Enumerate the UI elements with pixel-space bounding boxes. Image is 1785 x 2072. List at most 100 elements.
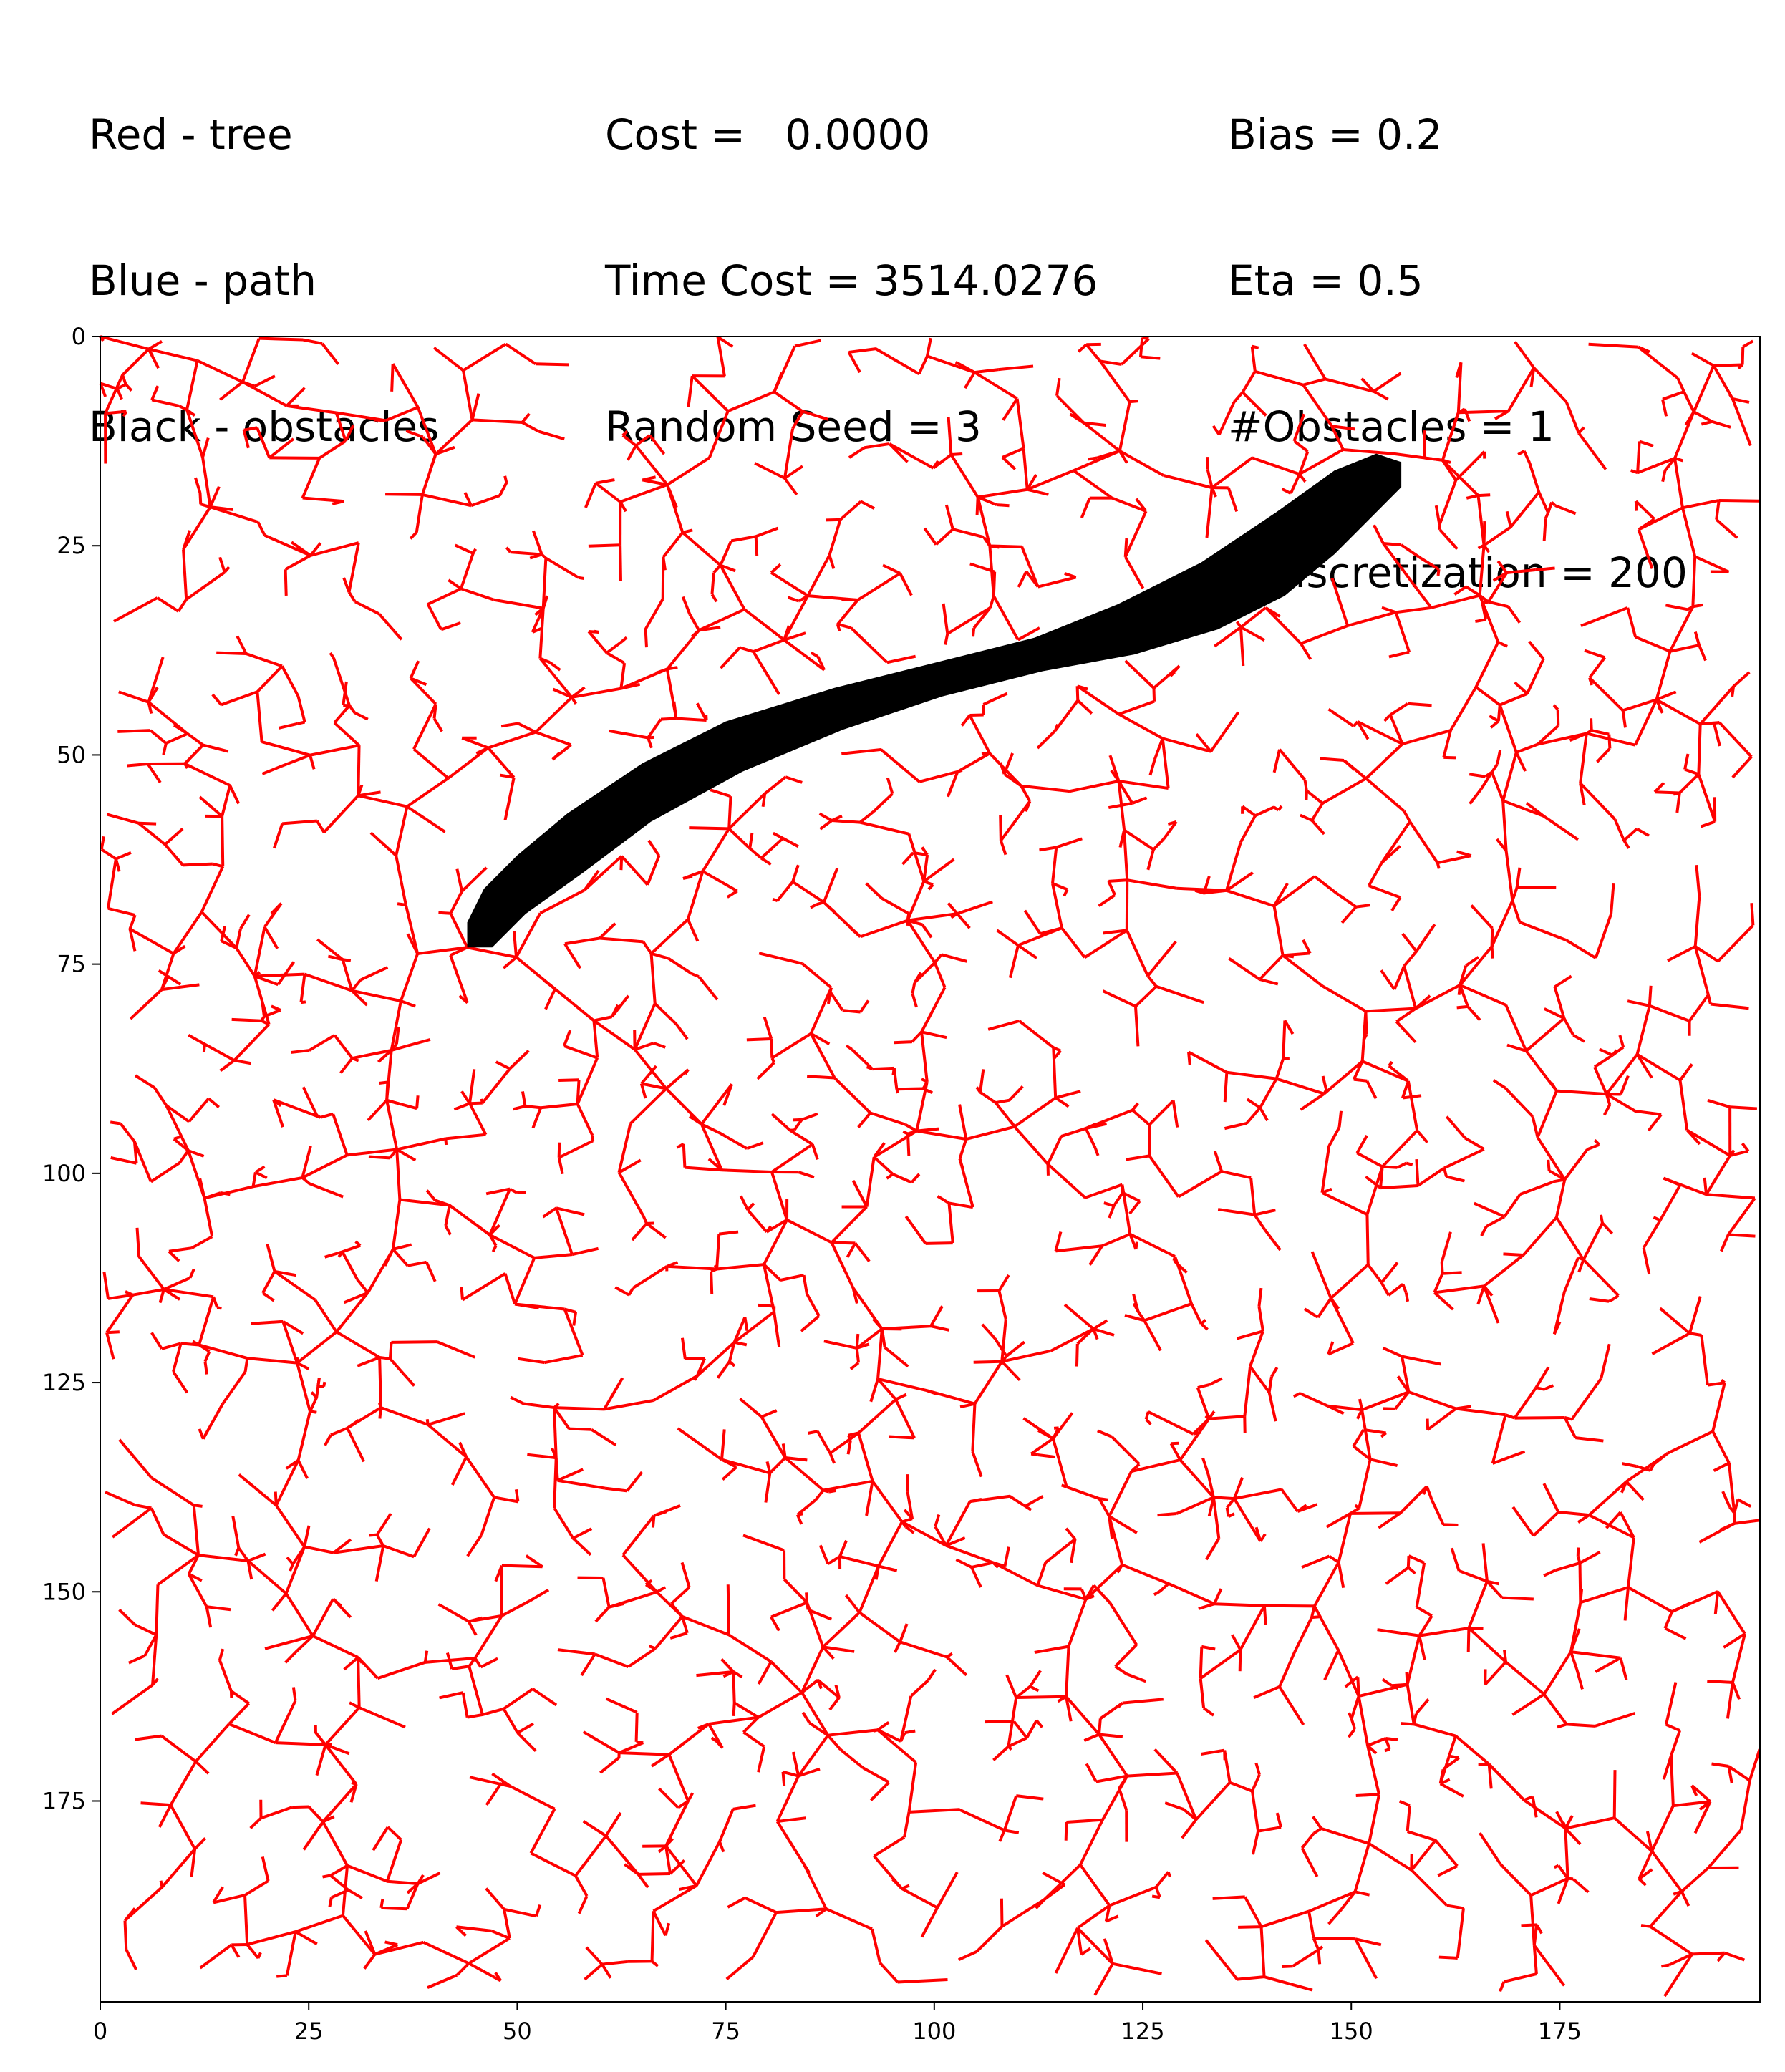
tree-edge (650, 1911, 655, 1962)
tree-edge (1365, 1166, 1384, 1215)
tree-edge (1117, 780, 1134, 805)
tree-edge (165, 1105, 190, 1151)
tree-edge (1720, 1234, 1730, 1252)
tree-edge (884, 1346, 909, 1368)
tree-edge (1700, 820, 1716, 828)
tree-edge (1123, 510, 1148, 558)
tree-edge (1323, 1060, 1363, 1095)
tree-edge (1637, 528, 1654, 569)
tree-edge (1153, 1590, 1161, 1597)
tree-edge (655, 667, 668, 675)
tree-edge (1303, 780, 1308, 791)
tree-edge (417, 1872, 441, 1885)
tree-edge (1020, 785, 1032, 803)
tree-edge (1055, 837, 1083, 849)
tree-edge (904, 1123, 918, 1133)
tree-edge (1415, 924, 1436, 952)
tree-edge (243, 1357, 249, 1373)
tree-edge (1634, 500, 1639, 511)
tree-edge (301, 1153, 348, 1179)
tree-edge (1469, 773, 1486, 778)
tree-edge (901, 1887, 939, 1909)
tree-edge (349, 1783, 358, 1803)
tree-edge (1622, 839, 1630, 849)
tree-edge (1486, 1579, 1500, 1586)
tree-edge (1002, 397, 1019, 421)
tree-edge (770, 1113, 791, 1132)
tree-edge (1282, 954, 1324, 987)
tree-edge (1055, 377, 1061, 397)
tree-edge (1382, 542, 1415, 585)
tree-edge (541, 595, 549, 609)
tree-edge (190, 1849, 197, 1878)
tree-edge (1118, 401, 1131, 452)
tree-edge (347, 1148, 397, 1157)
tree-edge (1331, 425, 1355, 431)
tree-edge (1079, 1819, 1104, 1866)
tree-edge (969, 562, 995, 573)
tree-edge (219, 380, 244, 401)
tree-edge (396, 1137, 446, 1151)
tree-edge (1214, 1602, 1264, 1607)
tree-edge (297, 720, 306, 725)
tree-edge (746, 1141, 764, 1151)
tree-edge (968, 715, 992, 755)
tree-edge (276, 971, 289, 986)
tree-edge (1327, 1341, 1335, 1355)
tree-edge (1015, 1685, 1031, 1699)
tree-edge (1525, 802, 1545, 818)
tree-edge (783, 625, 790, 641)
tree-edge (274, 1700, 297, 1743)
tree-edge (1690, 1784, 1711, 1803)
tree-edge (316, 938, 344, 961)
y-tick-label: 100 (42, 1160, 86, 1187)
tree-edge (458, 994, 469, 1004)
tree-edge (264, 1635, 314, 1650)
tree-edge (1433, 1272, 1444, 1294)
tree-edge (1569, 732, 1587, 742)
tree-edge (1406, 1635, 1421, 1685)
tree-edge (1304, 1307, 1319, 1319)
tree-edge (1504, 1087, 1534, 1118)
tree-edge (945, 1544, 994, 1564)
tree-edge (1133, 1006, 1140, 1047)
tree-edge (1670, 1730, 1682, 1756)
tree-edge (851, 1179, 869, 1208)
tree-edge (149, 729, 168, 745)
tree-edge (997, 1290, 1007, 1320)
tree-edge (1272, 905, 1285, 956)
tree-edge (1416, 1129, 1429, 1144)
tree-edge (1401, 1283, 1408, 1294)
tree-edge (1000, 1355, 1008, 1363)
tree-edge (261, 1292, 275, 1302)
tree-edge (350, 979, 362, 992)
tree-edge (777, 1816, 806, 1824)
tree-edge (1083, 1733, 1100, 1742)
tree-edge (1619, 1657, 1628, 1680)
tree-edge (235, 928, 242, 949)
tree-edge (1728, 1233, 1756, 1238)
tree-edge (763, 1263, 782, 1282)
tree-edge (314, 1731, 327, 1746)
tree-edge (192, 1340, 200, 1347)
tree-edge (1395, 1020, 1417, 1044)
tree-edge (1554, 1864, 1559, 1869)
tree-edge (1653, 782, 1665, 793)
tree-edge (1096, 450, 1121, 460)
tree-edge (1408, 1554, 1425, 1564)
tree-edge (1205, 487, 1214, 538)
tree-edge (1623, 1587, 1630, 1621)
tree-edge (722, 1670, 735, 1678)
tree-edge (1190, 1303, 1203, 1325)
tree-edge (412, 1527, 431, 1558)
tree-edge (666, 484, 678, 508)
tree-edge (1482, 521, 1486, 546)
tree-edge (1126, 929, 1149, 977)
tree-edge (619, 662, 627, 689)
tree-edge (1488, 1763, 1525, 1801)
tree-edge (1424, 456, 1443, 462)
tree-edge (155, 1584, 160, 1635)
tree-edge (710, 788, 732, 798)
tree-edge (151, 1678, 160, 1686)
tree-edge (261, 1000, 266, 1017)
